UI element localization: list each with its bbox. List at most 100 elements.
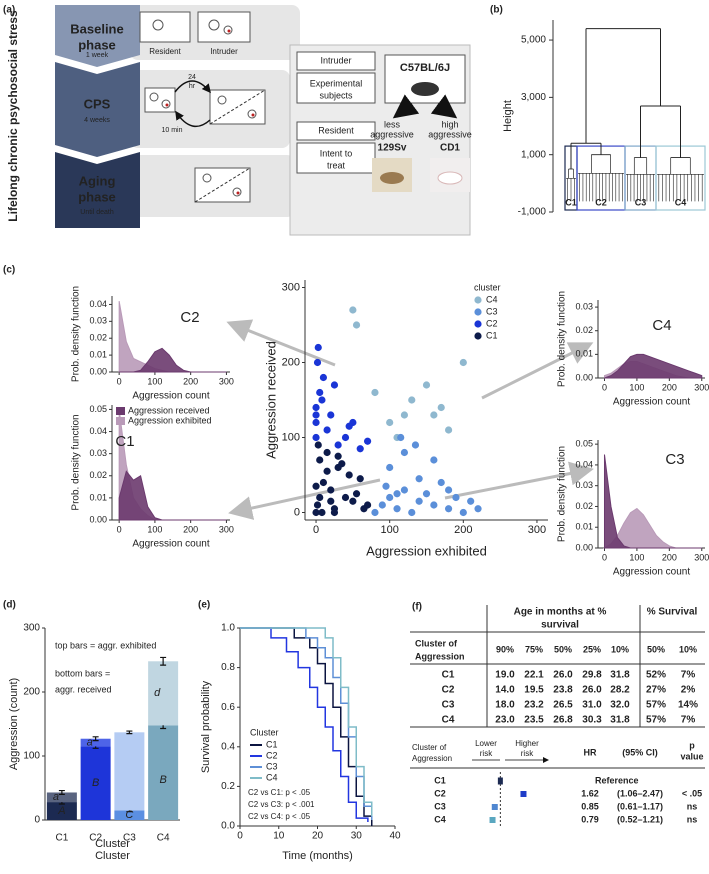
y-tick-label: 1,000	[521, 149, 546, 160]
cell: 57%	[646, 700, 666, 711]
panel-label: (a)	[3, 5, 15, 16]
scatter-point	[313, 358, 322, 367]
scatter-point	[341, 433, 350, 442]
ci-value: (0.52–1.21)	[617, 814, 663, 824]
scatter-point	[411, 441, 420, 449]
cluster-label: C1	[565, 197, 577, 207]
cell: 31.0	[582, 700, 602, 711]
y-tick-label: 0	[294, 506, 300, 518]
cps-label: 24	[188, 74, 196, 81]
bar-segment	[148, 725, 179, 820]
cluster-label: C4	[675, 197, 687, 207]
cell: 19.0	[495, 670, 515, 681]
cell: 29.8	[582, 670, 602, 681]
y-tick-label: 0.04	[89, 426, 107, 436]
annotation: C2 vs C3: p < .001	[248, 800, 315, 809]
scatter-point	[444, 486, 453, 494]
strain-name: CD1	[440, 143, 460, 154]
column-header: 90%	[496, 644, 514, 654]
cell: 23.0	[495, 715, 515, 726]
row-cluster: C2	[434, 788, 446, 798]
cell: 32.0	[610, 700, 630, 711]
row-header: Cluster of	[415, 638, 458, 648]
scatter-point	[314, 343, 322, 352]
scatter-point	[352, 490, 361, 498]
cell: 27%	[646, 685, 666, 696]
scatter-point	[356, 475, 364, 483]
x-tick-label: 0	[117, 376, 122, 386]
phase-name: phase	[78, 37, 116, 52]
group-letter: C	[125, 809, 133, 821]
y-axis-label: Survival probability	[200, 680, 212, 773]
scatter-point	[327, 497, 335, 505]
panel-label: (c)	[3, 265, 15, 276]
scatter-point	[459, 358, 467, 367]
p-value: ns	[687, 801, 698, 811]
cell: 31.8	[610, 715, 630, 726]
annotation: top bars = aggr. exhibited	[55, 640, 156, 650]
scatter-point	[400, 486, 409, 494]
legend-swatch	[474, 308, 482, 316]
legend-title: cluster	[474, 282, 501, 292]
hr-value: 0.79	[581, 814, 599, 824]
cage-label: Intruder	[210, 47, 238, 56]
legend-swatch	[474, 320, 482, 328]
scatter-point	[400, 411, 409, 419]
y-axis-label: Prob. density function	[557, 291, 568, 387]
scatter-point	[452, 493, 460, 502]
row-header: Aggression	[415, 651, 465, 661]
annotation: bottom bars =	[55, 668, 110, 678]
x-tick-label: C2	[89, 833, 102, 844]
cell: 30.3	[582, 715, 602, 726]
scatter-point	[422, 490, 431, 498]
bar-segment	[148, 661, 179, 726]
scatter-point	[378, 501, 386, 509]
x-axis-label: Aggression count	[132, 391, 209, 402]
design-row: Experimental	[310, 78, 363, 88]
row-cluster: C3	[434, 801, 446, 811]
y-tick-label: 0.8	[221, 662, 235, 673]
hr-marker	[489, 817, 496, 823]
row-cluster: C4	[442, 715, 455, 726]
cell: 26.5	[553, 700, 573, 711]
scatter-point	[323, 448, 331, 457]
scatter-point	[444, 505, 453, 513]
scatter-point	[422, 381, 431, 389]
group-header: Age in months at %	[514, 607, 607, 618]
scatter-point	[314, 441, 322, 449]
panel-label: (e)	[198, 600, 210, 611]
density-title: C2	[180, 309, 199, 326]
row-cluster: C1	[442, 670, 455, 681]
y-tick-label: 0.02	[575, 501, 593, 511]
panel-label: (f)	[412, 602, 422, 613]
panel-label: (d)	[3, 600, 16, 611]
cps-label: hr	[189, 83, 196, 90]
x-tick-label: 100	[381, 524, 399, 536]
density-area	[604, 353, 703, 379]
scatter-point	[371, 508, 379, 517]
scatter-point	[334, 452, 342, 460]
density-title: C4	[652, 317, 671, 334]
design-row: Intent to	[320, 148, 353, 158]
group-header: survival	[541, 620, 579, 631]
scatter-point	[430, 411, 438, 419]
strain-name: 129Sv	[378, 143, 407, 154]
x-tick-label: 200	[662, 552, 677, 562]
y-tick-label: 300	[282, 281, 300, 293]
scatter-point	[334, 441, 342, 449]
phase-duration: 1 week	[86, 52, 109, 59]
cell: 23.8	[553, 685, 573, 696]
scatter-point	[319, 478, 328, 487]
x-axis-label: Aggression count	[132, 539, 209, 550]
scatter-point	[467, 497, 475, 505]
ci-value: (0.61–1.17)	[617, 801, 663, 811]
y-tick-label: 0.02	[89, 333, 107, 343]
x-axis-label: Cluster	[95, 850, 130, 862]
risk-label: risk	[480, 749, 493, 758]
scatter-point	[323, 467, 331, 475]
scatter-point	[312, 411, 320, 419]
design-row: Intruder	[320, 55, 351, 65]
strain-label: aggressive	[428, 129, 472, 139]
scatter-point	[312, 418, 320, 427]
scatter-point	[330, 508, 339, 517]
